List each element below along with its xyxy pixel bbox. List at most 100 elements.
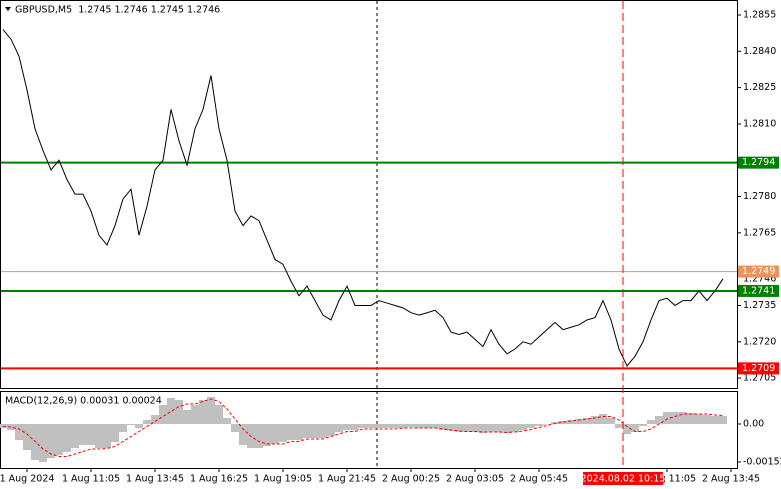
macd-bar [687, 413, 695, 424]
macd-bar [159, 405, 167, 424]
macd-bar [103, 424, 111, 448]
macd-bar [559, 421, 567, 424]
macd-bar [359, 424, 367, 428]
macd-bar [615, 424, 623, 428]
price-level-label: 1.2749 [742, 266, 775, 277]
macd-bar [423, 424, 431, 428]
macd-bar [167, 398, 175, 424]
price-level-box [738, 265, 779, 278]
price-level-label: 1.2794 [742, 157, 775, 168]
x-tick-label: 2 Aug 05:45 [510, 474, 568, 485]
macd-bar [95, 424, 103, 448]
x-tick-label: 1 Aug 21:45 [318, 474, 376, 485]
macd-bar [183, 410, 191, 424]
x-tick-label: 2 Aug 11:05 [638, 474, 696, 485]
x-tick-label: 1 Aug 2024 [0, 474, 54, 485]
chart-title: GBPUSD,M5 1.2745 1.2746 1.2745 1.2746 [15, 5, 220, 16]
macd-bar [631, 424, 639, 432]
y-tick-label: 1.2855 [743, 10, 776, 21]
x-tick-label: 2 Aug 00:25 [382, 474, 440, 485]
x-tick-label: 1 Aug 16:25 [190, 474, 248, 485]
macd-bar [679, 412, 687, 424]
x-tick-label: 1 Aug 11:05 [62, 474, 120, 485]
macd-bar [671, 412, 679, 424]
macd-bar [151, 415, 159, 424]
macd-bar [119, 424, 127, 432]
macd-bar [127, 424, 135, 425]
macd-bar [15, 424, 23, 440]
macd-bar [495, 424, 503, 432]
macd-bar [623, 424, 631, 434]
macd-bar [23, 424, 31, 450]
x-tick-label: 1 Aug 19:05 [254, 474, 312, 485]
price-level-box [738, 284, 779, 297]
y-tick-label: 1.2735 [743, 300, 776, 311]
y-tick-label: 1.2765 [743, 227, 776, 238]
macd-bar [487, 424, 495, 432]
macd-bar [447, 424, 455, 431]
macd-bar [7, 424, 15, 430]
macd-bar [503, 424, 511, 433]
macd-bar [415, 424, 423, 428]
macd-bar [527, 424, 535, 428]
macd-bar [63, 424, 71, 452]
macd-bar [703, 415, 711, 424]
macd-bar [599, 414, 607, 424]
y-tick-label: 1.2720 [743, 336, 776, 347]
x-tick-label: 2 Aug 03:05 [446, 474, 504, 485]
price-panel-frame [0, 0, 738, 389]
macd-bar [535, 424, 543, 426]
macd-bar [39, 424, 47, 462]
macd-bar [231, 424, 239, 432]
macd-bar [399, 424, 407, 428]
macd-bar [239, 424, 247, 445]
macd-bar [711, 416, 719, 424]
macd-bar [255, 424, 263, 448]
macd-bar [79, 424, 87, 445]
macd-bar [0, 424, 7, 428]
y-tick-label: 0.00 [743, 419, 764, 430]
macd-bar [391, 424, 399, 428]
macd-bar [375, 424, 383, 428]
y-tick-label: 1.2840 [743, 46, 776, 57]
macd-bar [655, 416, 663, 424]
macd-bar [223, 418, 231, 424]
macd-bar [319, 424, 327, 438]
macd-bar [175, 400, 183, 424]
macd-bar [543, 424, 551, 425]
price-level-label: 1.2741 [742, 285, 775, 296]
price-level-label: 1.2709 [742, 363, 775, 374]
y-tick-label: 1.2810 [743, 118, 776, 129]
macd-bar [431, 424, 439, 428]
macd-title: MACD(12,26,9) 0.00031 0.00024 [5, 396, 162, 407]
macd-bar [47, 424, 55, 458]
x-tick-label: 2 Aug 13:45 [702, 474, 760, 485]
macd-bar [207, 397, 215, 424]
macd-bar [647, 420, 655, 424]
price-line [2, 29, 724, 367]
macd-bar [695, 414, 703, 424]
macd-bar [639, 424, 647, 426]
macd-bar [55, 424, 63, 455]
macd-bar [519, 424, 527, 430]
macd-bar [111, 424, 119, 442]
macd-bar [591, 416, 599, 424]
macd-bar [511, 424, 519, 432]
macd-bar [351, 424, 359, 430]
macd-bar [567, 420, 575, 424]
y-tick-label: 1.2705 [743, 373, 776, 384]
macd-bar [607, 418, 615, 424]
macd-bar [335, 424, 343, 432]
macd-bar [295, 424, 303, 440]
y-tick-label: -0.00152 [743, 457, 781, 468]
macd-bar [479, 424, 487, 433]
y-tick-label: 1.2780 [743, 191, 776, 202]
macd-bar [87, 424, 95, 445]
macd-bar [455, 424, 463, 432]
macd-bar [367, 424, 375, 428]
macd-bar [263, 424, 271, 446]
macd-bar [463, 424, 471, 432]
macd-bar [135, 424, 143, 428]
